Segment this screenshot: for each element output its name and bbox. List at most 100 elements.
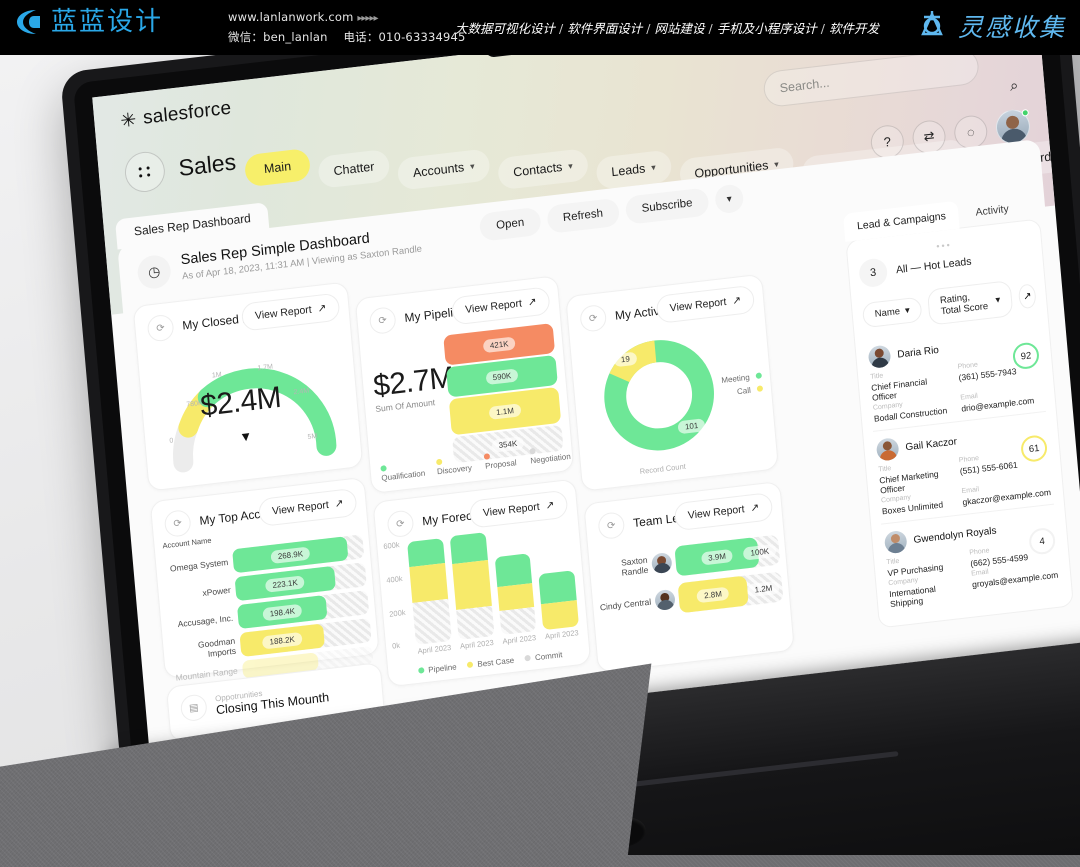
refresh-card-icon[interactable]: ⟳ xyxy=(368,306,397,336)
external-link-icon: ↗ xyxy=(545,499,555,513)
lead-name: Gail Kaczor xyxy=(905,435,958,453)
tab-label: Activity xyxy=(975,202,1010,219)
chevron-down-icon: ▾ xyxy=(995,293,1001,306)
promo-website: www.lanlanwork.com xyxy=(228,10,354,24)
stacked-bar xyxy=(494,553,537,636)
legend-item: Pipeline xyxy=(418,662,457,675)
calendar-icon: ▤ xyxy=(179,693,208,723)
nav-item-contacts[interactable]: Contacts ▾ xyxy=(496,148,590,191)
refresh-card-icon[interactable]: ⟳ xyxy=(579,303,608,333)
dashboard-icon: ◷ xyxy=(136,253,173,291)
top-accounts-bars: Omega System 268.9K xPower xyxy=(162,534,374,687)
nav-item-accounts[interactable]: Accounts ▾ xyxy=(396,148,491,191)
filter-rating-total-score[interactable]: Rating, Total Score ▾ xyxy=(926,280,1014,326)
expand-arrow-icon[interactable]: ↗ xyxy=(1018,283,1037,310)
subscribe-button[interactable]: Subscribe xyxy=(624,187,710,225)
avatar xyxy=(883,529,908,555)
promo-arrows-icon: ▸▸▸▸▸ xyxy=(357,13,378,24)
bar-track: 3.9M 100K xyxy=(674,534,781,577)
x-tick: April 2023 xyxy=(417,642,452,656)
avatar xyxy=(867,344,892,369)
avatar xyxy=(875,437,900,462)
pipeline-total: $2.7M Sum Of Amount xyxy=(372,361,456,414)
chevron-down-icon: ▾ xyxy=(1062,149,1069,160)
product-scene: ✳ salesforce Sales Main xyxy=(0,55,1080,867)
nav-item-main[interactable]: Main xyxy=(243,147,312,188)
accounts-row-header: Account Name xyxy=(162,535,212,551)
inspiration-brand-text: 灵感收集 xyxy=(957,13,1066,42)
card-my-closed-business: ⟳ My Closed Buisness View Report ↗ xyxy=(132,281,364,492)
promo-services: 大数据可视化设计 / 软件界面设计 / 网站建设 / 手机及小程序设计 / 软件开发 xyxy=(455,21,879,36)
gauge-chart: 0 780K 1M 1.7M 2.4M 5M $2.4M ▼ xyxy=(137,324,364,490)
promo-phone: 电话：010-63334945 xyxy=(343,30,466,44)
external-link-icon: ↗ xyxy=(527,295,538,309)
external-link-icon: ↗ xyxy=(334,497,345,511)
legend-item: Qualification xyxy=(380,460,426,483)
view-report-label: View Report xyxy=(464,297,523,316)
funnel-stage-label: 421K xyxy=(482,335,516,353)
legend-item: Commit xyxy=(524,650,563,663)
refresh-card-icon[interactable]: ⟳ xyxy=(386,509,415,539)
lead-name: Gwendolyn Royals xyxy=(913,524,997,546)
chevron-down-icon: ▾ xyxy=(567,160,574,171)
bar-track: 2.8M 1.2M xyxy=(677,571,784,614)
more-actions-chevron-icon[interactable]: ▾ xyxy=(714,183,745,215)
legend-item: Negotiation xyxy=(529,443,572,465)
external-link-icon: ↗ xyxy=(731,294,742,308)
refresh-card-icon[interactable]: ⟳ xyxy=(597,511,626,541)
salesforce-star-icon: ✳ xyxy=(119,109,138,132)
funnel-stage-label: 1.1M xyxy=(488,402,522,420)
refresh-card-icon[interactable]: ⟳ xyxy=(163,509,192,538)
nav-label: Chatter xyxy=(332,159,375,179)
service-2: 网站建设 xyxy=(654,21,705,36)
segment-best-case xyxy=(409,563,448,604)
nav-item-chatter[interactable]: Chatter xyxy=(317,148,391,189)
x-tick: April 2023 xyxy=(502,633,537,646)
tab-label: Sales Rep Dashboard xyxy=(133,211,252,239)
forecast-bars xyxy=(407,520,579,645)
refresh-card-icon[interactable]: ⟳ xyxy=(146,313,175,343)
segment-pipeline xyxy=(538,570,577,605)
legend-item: Best Case xyxy=(467,656,515,670)
service-4: 软件开发 xyxy=(828,21,879,36)
segment-commit xyxy=(455,605,495,640)
lead-campaigns-rail: Lead & Campaigns Activity ••• 3 xyxy=(842,191,1079,682)
y-tick: 200k xyxy=(388,607,406,619)
app-launcher-button[interactable] xyxy=(123,149,167,195)
funnel-chart: 421K 590K 1.1M 354K xyxy=(443,323,564,464)
y-tick: 600k xyxy=(382,540,400,551)
chevron-down-icon: ▾ xyxy=(650,161,657,173)
promo-banner: 蓝蓝设计 www.lanlanwork.com ▸▸▸▸▸ 微信：ben_lan… xyxy=(0,0,1080,55)
gauge-tick-5m: 5M xyxy=(307,432,318,441)
legend-item: Meeting xyxy=(721,371,763,385)
funnel-stage-label: 590K xyxy=(485,367,519,385)
donut-svg xyxy=(604,340,714,451)
segment-pipeline xyxy=(449,532,488,565)
filter-name[interactable]: Name ▾ xyxy=(861,296,923,328)
card-my-top-accounts: ⟳ My Top Accounts View Report ↗ Account … xyxy=(149,476,380,683)
open-button[interactable]: Open xyxy=(479,206,542,242)
hot-leads-panel: ••• 3 All — Hot Leads Name ▾ xyxy=(845,218,1074,629)
bar-label-quota: 1.2M xyxy=(747,580,780,598)
view-report-label: View Report xyxy=(482,500,541,520)
segment-commit xyxy=(498,607,537,636)
card-my-pipeline: ⟳ My Pipeline View Report ↗ $2.7M Sum Of xyxy=(354,275,575,494)
stacked-bar xyxy=(449,532,495,640)
donut-axis-label: Record Count xyxy=(639,461,687,476)
service-0: 大数据可视化设计 xyxy=(455,21,556,36)
service-3: 手机及小程序设计 xyxy=(716,21,817,36)
segment-pipeline xyxy=(494,553,533,588)
lead-name: Daria Rio xyxy=(896,344,940,361)
nav-label: Leads xyxy=(610,161,646,180)
card-my-activities: ⟳ My Activities View Report ↗ xyxy=(565,273,779,492)
view-report-label: View Report xyxy=(687,503,746,522)
dashboard-body: Sales Rep Dashboard ◷ Sales Rep Simple D… xyxy=(114,138,1080,766)
refresh-button[interactable]: Refresh xyxy=(545,197,621,234)
leaderboard-rows: Saxton Randle 3.9M 100 xyxy=(595,534,784,623)
list-item[interactable]: Gwendolyn Royals Title Phone VP Purchasi… xyxy=(881,503,1063,617)
search-icon[interactable]: ⌕ xyxy=(1009,76,1020,95)
rep-avatar xyxy=(650,551,673,575)
legend-item: Discovery xyxy=(435,454,475,476)
segment-best-case xyxy=(541,600,579,631)
